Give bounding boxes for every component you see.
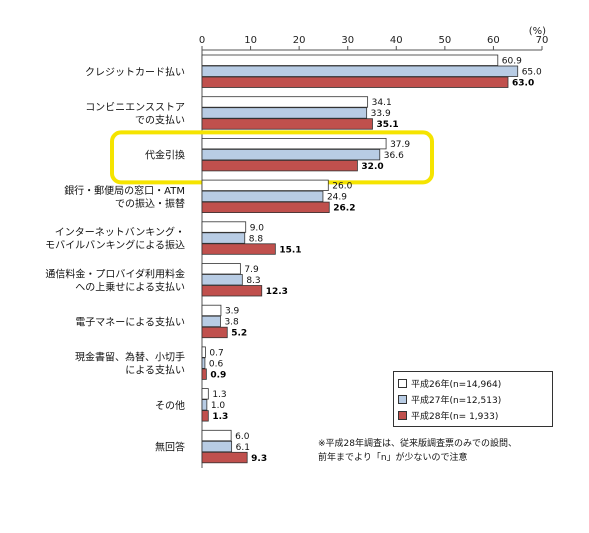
category-label-2-0: 代金引換 (145, 149, 185, 162)
legend-label-h27: 平成27年(n=12,513) (411, 395, 502, 406)
x-axis-unit: (%) (529, 26, 546, 37)
bar-s2-c7 (201, 368, 207, 380)
category-label-8-0: その他 (155, 399, 185, 412)
bar-s2-c0 (201, 76, 509, 88)
value-label-s2-c2: 32.0 (361, 162, 383, 172)
bar-s2-c3 (201, 201, 330, 214)
legend-swatch-h27 (398, 394, 407, 404)
legend-label-h26: 平成26年(n=14,964) (411, 379, 502, 390)
category-label-4-0: インターネットバンキング・ (55, 226, 185, 239)
value-label-s0-c1: 34.1 (372, 98, 392, 108)
bar-s0-c1 (201, 96, 369, 108)
value-label-s0-c9: 6.0 (235, 432, 250, 442)
bar-s1-c4 (201, 232, 246, 244)
value-label-s0-c3: 26.0 (332, 182, 352, 192)
footnote-line-1: ※平成28年調査は、従来版調査票のみでの設問、 (318, 439, 517, 449)
category-label-3-0: 銀行・郵便局の窓口・ATM (64, 184, 185, 197)
value-label-s0-c0: 60.9 (502, 57, 522, 67)
bar-s1-c7 (201, 357, 206, 369)
bar-s1-c5 (201, 274, 243, 286)
bar-s1-c6 (201, 315, 221, 328)
bar-s2-c8 (201, 410, 209, 422)
x-tick-label-3: 30 (341, 35, 354, 46)
bar-s1-c9 (201, 440, 233, 453)
bar-s0-c9 (201, 429, 232, 442)
x-tick-label-6: 60 (487, 35, 500, 46)
bar-s0-c2 (201, 137, 387, 150)
footnote-line-2: 前年までより「n」が少ないので注意 (318, 453, 468, 463)
value-label-s1-c1: 33.9 (371, 109, 391, 119)
value-label-s0-c6: 3.9 (225, 307, 240, 317)
bar-s2-c6 (201, 326, 228, 339)
value-label-s1-c9: 6.1 (236, 443, 250, 453)
value-label-s1-c7: 0.6 (209, 359, 224, 369)
value-label-s1-c5: 8.3 (246, 276, 260, 286)
value-label-s2-c6: 5.2 (231, 329, 247, 339)
category-label-9-0: 無回答 (155, 441, 185, 454)
legend-item-h26: 平成26年(n=14,964) (398, 375, 548, 391)
x-tick-label-5: 50 (438, 35, 451, 46)
bar-s2-c5 (201, 285, 263, 297)
x-tick-label-1: 10 (244, 35, 257, 46)
bar-s2-c2 (201, 159, 358, 172)
x-tick-label-0: 0 (199, 35, 205, 46)
category-label-7-0: 現金書留、為替、小切手 (75, 351, 185, 364)
x-tick-label-4: 40 (390, 35, 403, 46)
category-label-1-0: コンビニエンスストア (85, 101, 185, 113)
value-label-s1-c6: 3.8 (224, 318, 239, 328)
category-label-0-0: クレジットカード払い (85, 65, 185, 78)
value-label-s0-c5: 7.9 (244, 265, 259, 275)
bar-s0-c8 (201, 388, 209, 400)
value-label-s0-c8: 1.3 (212, 390, 226, 400)
legend-item-h28: 平成28年(n= 1,933) (398, 407, 548, 423)
category-label-7-1: による支払い (125, 364, 185, 377)
value-label-s2-c3: 26.2 (333, 204, 355, 214)
value-label-s1-c2: 36.6 (384, 151, 404, 161)
footnote: ※平成28年調査は、従来版調査票のみでの設問、 前年までより「n」が少ないので注… (318, 437, 517, 465)
legend-swatch-h28 (398, 410, 407, 420)
bar-s2-c1 (201, 118, 373, 130)
category-label-4-1: モバイルバンキングによる振込 (45, 239, 185, 252)
value-label-s1-c3: 24.9 (327, 193, 347, 203)
value-label-s2-c7: 0.9 (210, 370, 226, 380)
bar-s0-c0 (201, 54, 499, 66)
bar-s0-c4 (201, 221, 247, 233)
value-label-s1-c8: 1.0 (211, 401, 226, 411)
legend: 平成26年(n=14,964) 平成27年(n=12,513) 平成28年(n=… (393, 371, 553, 427)
category-label-6-0: 電子マネーによる支払い (75, 315, 185, 328)
value-label-s2-c1: 35.1 (376, 120, 398, 130)
category-label-3-1: での振込・振替 (115, 197, 185, 210)
value-label-s2-c8: 1.3 (212, 412, 228, 422)
bar-s2-c9 (201, 451, 248, 464)
bar-s1-c1 (201, 107, 368, 119)
value-label-s2-c5: 12.3 (266, 287, 288, 297)
bar-s1-c0 (201, 65, 519, 77)
value-label-s1-c4: 8.8 (249, 234, 264, 244)
value-label-s2-c4: 15.1 (279, 245, 301, 255)
bar-s1-c2 (201, 148, 381, 161)
value-label-s0-c2: 37.9 (390, 140, 410, 150)
bar-s1-c8 (201, 399, 208, 411)
legend-swatch-h26 (398, 378, 407, 388)
bar-s0-c3 (201, 179, 329, 192)
value-label-s2-c0: 63.0 (512, 79, 534, 89)
category-label-1-1: での支払い (135, 113, 185, 126)
value-label-s0-c7: 0.7 (209, 348, 223, 358)
value-label-s2-c9: 9.3 (251, 454, 267, 464)
x-tick-label-2: 20 (293, 35, 306, 46)
category-label-5-0: 通信料金・プロバイダ利用料金 (45, 267, 185, 280)
legend-item-h27: 平成27年(n=12,513) (398, 391, 548, 407)
bar-s1-c3 (201, 190, 324, 203)
value-label-s1-c0: 65.0 (522, 68, 542, 78)
bar-s0-c5 (201, 263, 241, 275)
bar-s2-c4 (201, 243, 276, 255)
category-label-5-1: への上乗せによる支払い (75, 280, 185, 293)
bar-s0-c6 (201, 304, 222, 317)
bar-s0-c7 (201, 346, 206, 358)
legend-label-h28: 平成28年(n= 1,933) (411, 411, 499, 422)
value-label-s0-c4: 9.0 (250, 223, 265, 233)
x-tick-label-7: 70 (536, 35, 549, 46)
